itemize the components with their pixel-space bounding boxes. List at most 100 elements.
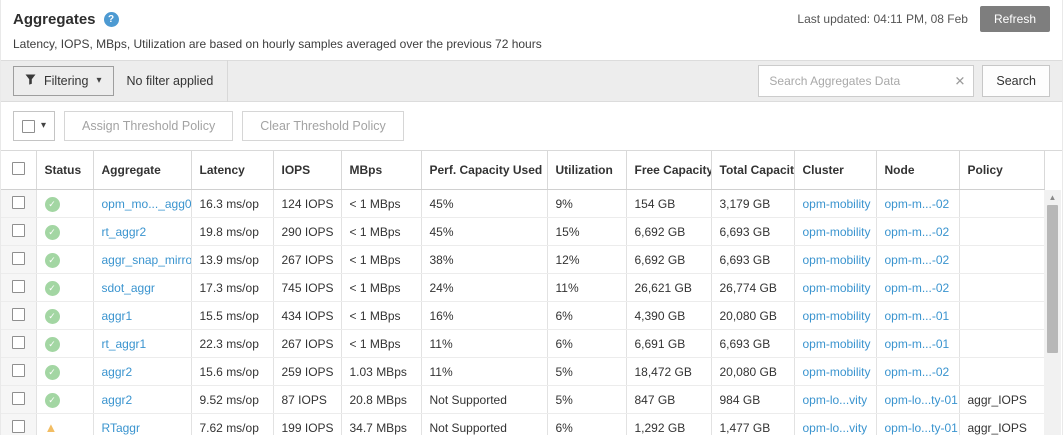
policy-cell: aggr_IOPS bbox=[958, 413, 1044, 435]
row-checkbox[interactable] bbox=[11, 419, 25, 433]
cluster-link[interactable]: opm-mobility bbox=[802, 196, 871, 211]
column-header-policy[interactable]: Policy bbox=[958, 150, 1044, 190]
free-capacity-cell: 26,621 GB bbox=[625, 273, 711, 302]
row-checkbox[interactable] bbox=[11, 363, 25, 377]
row-checkbox[interactable] bbox=[11, 223, 25, 237]
select-all-checkbox[interactable] bbox=[11, 162, 25, 175]
free-capacity-cell: 6,691 GB bbox=[625, 329, 711, 358]
column-label: Utilization bbox=[555, 163, 613, 177]
column-label: Policy bbox=[967, 163, 1003, 177]
free-capacity-cell: 154 GB bbox=[625, 189, 711, 218]
total-capacity-cell: 20,080 GB bbox=[710, 301, 794, 330]
perf-capacity-used-cell: 11% bbox=[420, 329, 547, 358]
total-capacity-cell: 6,693 GB bbox=[710, 217, 794, 246]
node-link[interactable]: opm-lo...ty-01 bbox=[884, 420, 958, 435]
checkbox-icon bbox=[22, 119, 35, 133]
row-checkbox[interactable] bbox=[11, 335, 25, 349]
latency-cell: 22.3 ms/op bbox=[190, 329, 273, 358]
mbps-cell: < 1 MBps bbox=[340, 245, 421, 274]
cluster-link[interactable]: opm-mobility bbox=[802, 336, 871, 351]
search-button[interactable]: Search bbox=[982, 65, 1050, 97]
filter-status-text: No filter applied bbox=[126, 74, 214, 88]
iops-cell: 87 IOPS bbox=[272, 385, 341, 414]
aggregate-link[interactable]: aggr_snap_mirror bbox=[101, 252, 192, 267]
row-checkbox[interactable] bbox=[11, 307, 25, 321]
total-capacity-cell: 20,080 GB bbox=[710, 357, 794, 386]
refresh-button[interactable]: Refresh bbox=[979, 6, 1050, 32]
latency-cell: 13.9 ms/op bbox=[190, 245, 273, 274]
aggregate-link[interactable]: aggr2 bbox=[101, 364, 133, 379]
vertical-scrollbar[interactable] bbox=[1044, 190, 1061, 435]
latency-cell: 15.6 ms/op bbox=[190, 357, 273, 386]
utilization-cell: 6% bbox=[546, 301, 626, 330]
node-link[interactable]: opm-m...-02 bbox=[884, 224, 950, 239]
column-header-free-capacity[interactable]: Free Capacity bbox=[625, 150, 712, 190]
page-subtitle: Latency, IOPS, MBps, Utilization are bas… bbox=[13, 37, 542, 51]
aggregate-link[interactable]: aggr1 bbox=[101, 308, 133, 323]
perf-capacity-used-cell: 16% bbox=[420, 301, 547, 330]
row-checkbox[interactable] bbox=[11, 279, 25, 293]
table-header-row: Status Aggregate Latency IOPS MBps Perf. Capa… bbox=[1, 150, 1062, 190]
column-header-utilization[interactable]: Utilization bbox=[546, 150, 626, 190]
free-capacity-cell: 4,390 GB bbox=[625, 301, 711, 330]
aggregate-link[interactable]: RTaggr bbox=[101, 420, 140, 435]
assign-threshold-policy-button[interactable]: Assign Threshold Policy bbox=[64, 111, 234, 141]
row-checkbox[interactable] bbox=[11, 251, 25, 265]
column-header-mbps[interactable]: MBps bbox=[340, 150, 421, 190]
total-capacity-cell: 6,693 GB bbox=[710, 245, 794, 274]
filter-bar: Filtering No filter applied Search bbox=[1, 60, 1062, 102]
perf-capacity-used-cell: 45% bbox=[420, 189, 547, 218]
aggregate-link[interactable]: rt_aggr2 bbox=[101, 224, 147, 239]
clear-threshold-policy-button[interactable]: Clear Threshold Policy bbox=[242, 111, 404, 141]
cluster-link[interactable]: opm-lo...vity bbox=[802, 420, 868, 435]
column-header-node[interactable]: Node bbox=[875, 150, 959, 190]
node-link[interactable]: opm-lo...ty-01 bbox=[884, 392, 958, 407]
row-checkbox[interactable] bbox=[11, 391, 25, 405]
column-header-iops[interactable]: IOPS bbox=[272, 150, 341, 190]
aggregate-link[interactable]: aggr2 bbox=[101, 392, 133, 407]
cluster-link[interactable]: opm-mobility bbox=[802, 308, 871, 323]
node-link[interactable]: opm-m...-02 bbox=[884, 252, 950, 267]
mbps-cell: < 1 MBps bbox=[340, 301, 421, 330]
cluster-link[interactable]: opm-mobility bbox=[802, 224, 871, 239]
node-link[interactable]: opm-m...-02 bbox=[884, 196, 950, 211]
mbps-cell: 20.8 MBps bbox=[340, 385, 421, 414]
aggregate-link[interactable]: rt_aggr1 bbox=[101, 336, 147, 351]
last-updated-text: Last updated: 04:11 PM, 08 Feb bbox=[797, 12, 968, 26]
column-header-total-capacity[interactable]: Total Capacity bbox=[710, 150, 794, 190]
column-label: Free Capacity bbox=[634, 163, 712, 177]
clear-search-icon[interactable] bbox=[954, 75, 965, 88]
column-header-latency[interactable]: Latency bbox=[190, 150, 273, 190]
column-header-status[interactable]: Status bbox=[35, 150, 93, 190]
cluster-link[interactable]: opm-mobility bbox=[802, 364, 871, 379]
scroll-up-arrow-icon[interactable] bbox=[1044, 190, 1061, 203]
search-input[interactable] bbox=[758, 65, 975, 97]
help-icon[interactable] bbox=[103, 11, 119, 27]
column-header-aggregate[interactable]: Aggregate bbox=[92, 150, 191, 190]
column-header-cluster[interactable]: Cluster bbox=[793, 150, 876, 190]
latency-cell: 19.8 ms/op bbox=[190, 217, 273, 246]
filtering-button[interactable]: Filtering bbox=[13, 66, 114, 96]
node-link[interactable]: opm-m...-02 bbox=[884, 364, 950, 379]
total-capacity-cell: 3,179 GB bbox=[710, 189, 794, 218]
cluster-link[interactable]: opm-mobility bbox=[802, 280, 871, 295]
scrollbar-thumb[interactable] bbox=[1047, 205, 1058, 353]
node-link[interactable]: opm-m...-02 bbox=[884, 280, 950, 295]
select-all-dropdown[interactable] bbox=[13, 111, 56, 141]
utilization-cell: 6% bbox=[546, 413, 626, 435]
iops-cell: 199 IOPS bbox=[272, 413, 341, 435]
aggregate-link[interactable]: opm_mo..._agg0 bbox=[101, 196, 192, 211]
column-header-perf-capacity-used[interactable]: Perf. Capacity Used bbox=[420, 150, 547, 190]
iops-cell: 267 IOPS bbox=[272, 329, 341, 358]
aggregate-link[interactable]: sdot_aggr bbox=[101, 280, 155, 295]
filter-funnel-icon bbox=[25, 74, 36, 88]
status-ok-icon bbox=[44, 308, 60, 324]
row-checkbox[interactable] bbox=[11, 195, 25, 209]
cluster-link[interactable]: opm-lo...vity bbox=[802, 392, 868, 407]
node-link[interactable]: opm-m...-01 bbox=[884, 336, 950, 351]
node-link[interactable]: opm-m...-01 bbox=[884, 308, 950, 323]
cluster-link[interactable]: opm-mobility bbox=[802, 252, 871, 267]
